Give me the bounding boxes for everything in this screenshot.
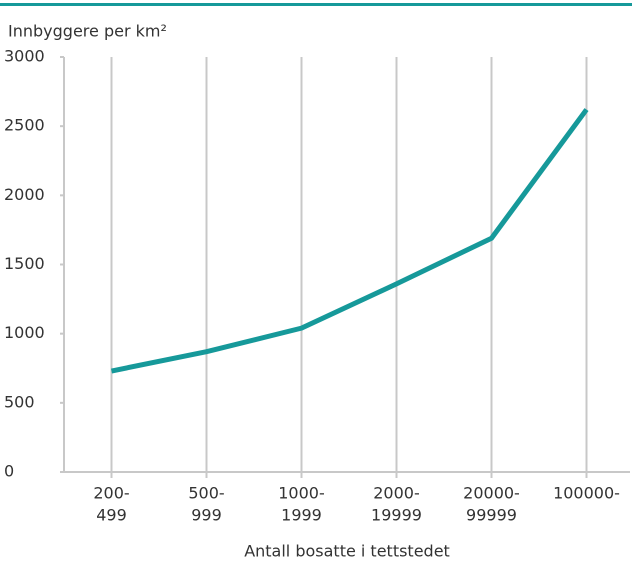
x-tick-label: 999 — [191, 506, 222, 525]
x-tick-label: 500- — [188, 484, 224, 503]
y-tick-label: 1500 — [4, 254, 45, 273]
x-tick-label: 200- — [93, 484, 129, 503]
x-tick-label: 20000- — [463, 484, 520, 503]
y-axis-label: Innbyggere per km² — [8, 22, 167, 41]
y-tick-label: 2000 — [4, 185, 45, 204]
y-tick-label: 500 — [4, 392, 35, 411]
y-tick-label: 2500 — [4, 116, 45, 135]
top-rule — [0, 3, 632, 6]
line — [111, 108, 589, 374]
x-tick-label: 19999 — [371, 506, 422, 525]
x-tick-label: 1999 — [281, 506, 322, 525]
x-axis-label: Antall bosatte i tettstedet — [244, 542, 450, 561]
x-tick-label: 1000- — [278, 484, 325, 503]
y-tick-label: 1000 — [4, 323, 45, 342]
x-tick-label: 2000- — [373, 484, 420, 503]
y-tick-label: 3000 — [4, 47, 45, 66]
x-tick-label: 499 — [96, 506, 127, 525]
y-tick-label: 0 — [4, 462, 14, 481]
x-tick-label: 100000- — [553, 484, 620, 503]
x-tick-label: 99999 — [466, 506, 517, 525]
